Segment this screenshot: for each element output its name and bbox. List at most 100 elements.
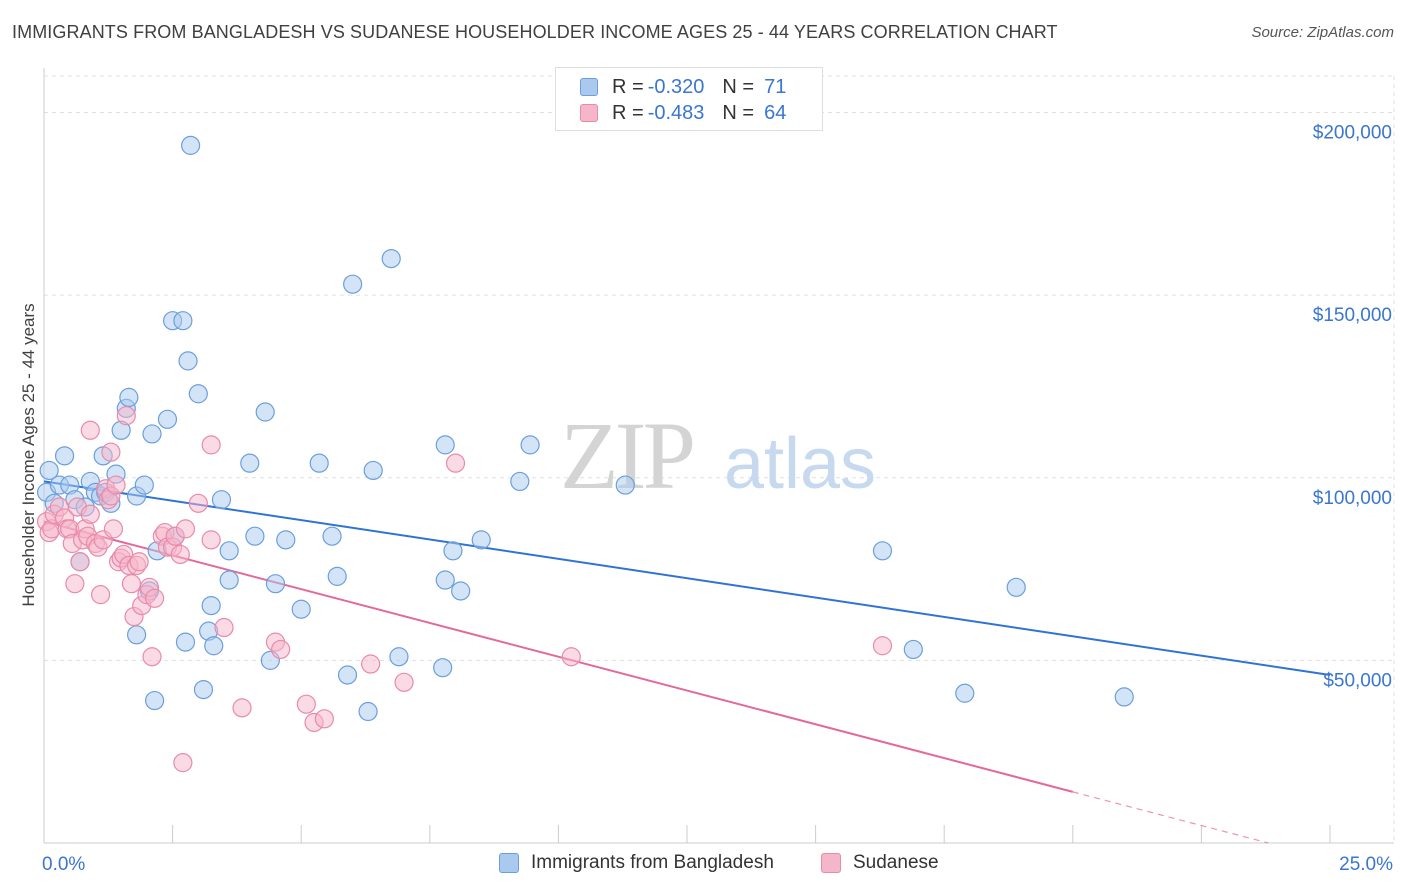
point-bangladesh: [188, 384, 208, 404]
point-sudanese: [872, 636, 893, 656]
source-credit: Source: ZipAtlas.com: [1251, 24, 1394, 41]
point-bangladesh: [181, 135, 201, 155]
point-bangladesh: [955, 683, 975, 703]
correlation-legend: R = -0.320 N = 71 R = -0.483 N = 64: [555, 67, 823, 131]
y-tick-label: $200,000: [1313, 123, 1392, 144]
y-tick-label: $150,000: [1313, 305, 1392, 326]
point-sudanese: [70, 552, 90, 572]
point-bangladesh: [1006, 577, 1026, 597]
point-sudanese: [65, 574, 85, 594]
point-bangladesh: [240, 453, 260, 473]
point-bangladesh: [276, 530, 296, 550]
point-sudanese: [90, 585, 111, 605]
point-bangladesh: [381, 249, 401, 269]
point-sudanese: [296, 694, 316, 714]
point-bangladesh: [615, 475, 635, 495]
point-bangladesh: [201, 595, 221, 616]
point-sudanese: [80, 504, 100, 524]
point-bangladesh: [193, 679, 214, 700]
point-bangladesh: [322, 526, 342, 546]
point-bangladesh: [363, 460, 383, 481]
trend-lines: [43, 480, 1331, 844]
r-label: R =: [612, 101, 644, 124]
point-sudanese: [116, 406, 136, 426]
point-sudanese: [271, 639, 291, 660]
trend-line-extension: [1072, 791, 1269, 844]
point-bangladesh: [134, 475, 154, 495]
point-bangladesh: [343, 274, 363, 294]
point-sudanese: [170, 544, 190, 565]
point-sudanese: [394, 672, 414, 692]
point-bangladesh: [435, 570, 455, 590]
point-sudanese: [106, 475, 126, 495]
n-value: 64: [764, 101, 787, 124]
legend-swatch-sudanese: [580, 104, 598, 122]
point-sudanese: [188, 493, 208, 513]
point-bangladesh: [435, 435, 455, 455]
legend-swatch-bangladesh: [580, 78, 598, 96]
point-bangladesh: [903, 639, 923, 660]
point-bangladesh: [255, 402, 275, 422]
legend-row-sudanese: R = -0.483 N = 64: [580, 101, 786, 125]
point-bangladesh: [389, 647, 409, 667]
series-legend: Immigrants from Bangladesh Sudanese: [0, 852, 1406, 878]
point-bangladesh: [178, 351, 198, 371]
point-bangladesh: [1114, 687, 1134, 707]
legend-swatch-sudanese: [821, 853, 841, 873]
point-bangladesh: [219, 541, 239, 561]
point-sudanese: [175, 519, 196, 539]
r-value: -0.320: [647, 75, 705, 98]
point-sudanese: [142, 647, 162, 667]
n-value: 71: [764, 75, 787, 98]
point-bangladesh: [144, 690, 165, 711]
point-bangladesh: [173, 311, 193, 331]
point-bangladesh: [433, 658, 453, 678]
point-bangladesh: [39, 460, 59, 481]
point-sudanese: [129, 552, 149, 572]
point-sudanese: [445, 453, 466, 473]
point-sudanese: [101, 442, 121, 462]
point-bangladesh: [157, 409, 178, 429]
point-bangladesh: [211, 490, 232, 510]
legend-label-bangladesh: Immigrants from Bangladesh: [531, 852, 774, 873]
point-sudanese: [314, 709, 334, 729]
point-bangladesh: [309, 453, 329, 473]
point-sudanese: [201, 435, 221, 455]
point-sudanese: [232, 698, 252, 718]
legend-swatch-bangladesh: [499, 853, 519, 873]
trend-line-sudanese: [43, 520, 1074, 793]
y-axis-label: Householder Income Ages 25 - 44 years: [19, 303, 38, 607]
point-sudanese: [144, 588, 165, 608]
y-tick-label: $50,000: [1323, 670, 1392, 691]
tick-labels: $50,000 $100,000 $150,000 $200,000 0.0% 25.0%: [42, 123, 1393, 875]
point-sudanese: [121, 574, 142, 594]
point-bangladesh: [872, 541, 893, 561]
legend-label-sudanese: Sudanese: [853, 852, 939, 873]
point-sudanese: [103, 519, 124, 539]
data-points: [36, 135, 1134, 773]
point-bangladesh: [520, 435, 540, 455]
watermark-atlas: atlas: [724, 424, 876, 504]
point-bangladesh: [245, 526, 265, 546]
r-label: R =: [612, 75, 644, 98]
point-bangladesh: [471, 530, 491, 550]
point-bangladesh: [358, 701, 378, 722]
x-tick-label-max: 25.0%: [1339, 854, 1393, 875]
point-sudanese: [361, 654, 381, 674]
point-bangladesh: [265, 574, 286, 594]
trend-line-bangladesh: [43, 480, 1331, 676]
chart-title: IMMIGRANTS FROM BANGLADESH VS SUDANESE H…: [12, 22, 1058, 42]
watermark: ZIP atlas: [560, 402, 876, 509]
legend-item-sudanese[interactable]: Sudanese: [821, 852, 939, 874]
legend-row-bangladesh: R = -0.320 N = 71: [580, 75, 786, 99]
legend-item-bangladesh[interactable]: Immigrants from Bangladesh: [499, 852, 774, 874]
point-bangladesh: [175, 632, 196, 652]
point-sudanese: [173, 753, 193, 773]
r-value: -0.483: [647, 101, 705, 124]
x-tick-label-min: 0.0%: [42, 854, 85, 875]
y-tick-label: $100,000: [1313, 488, 1392, 509]
point-bangladesh: [119, 387, 139, 408]
point-bangladesh: [510, 471, 530, 492]
point-bangladesh: [54, 446, 75, 466]
